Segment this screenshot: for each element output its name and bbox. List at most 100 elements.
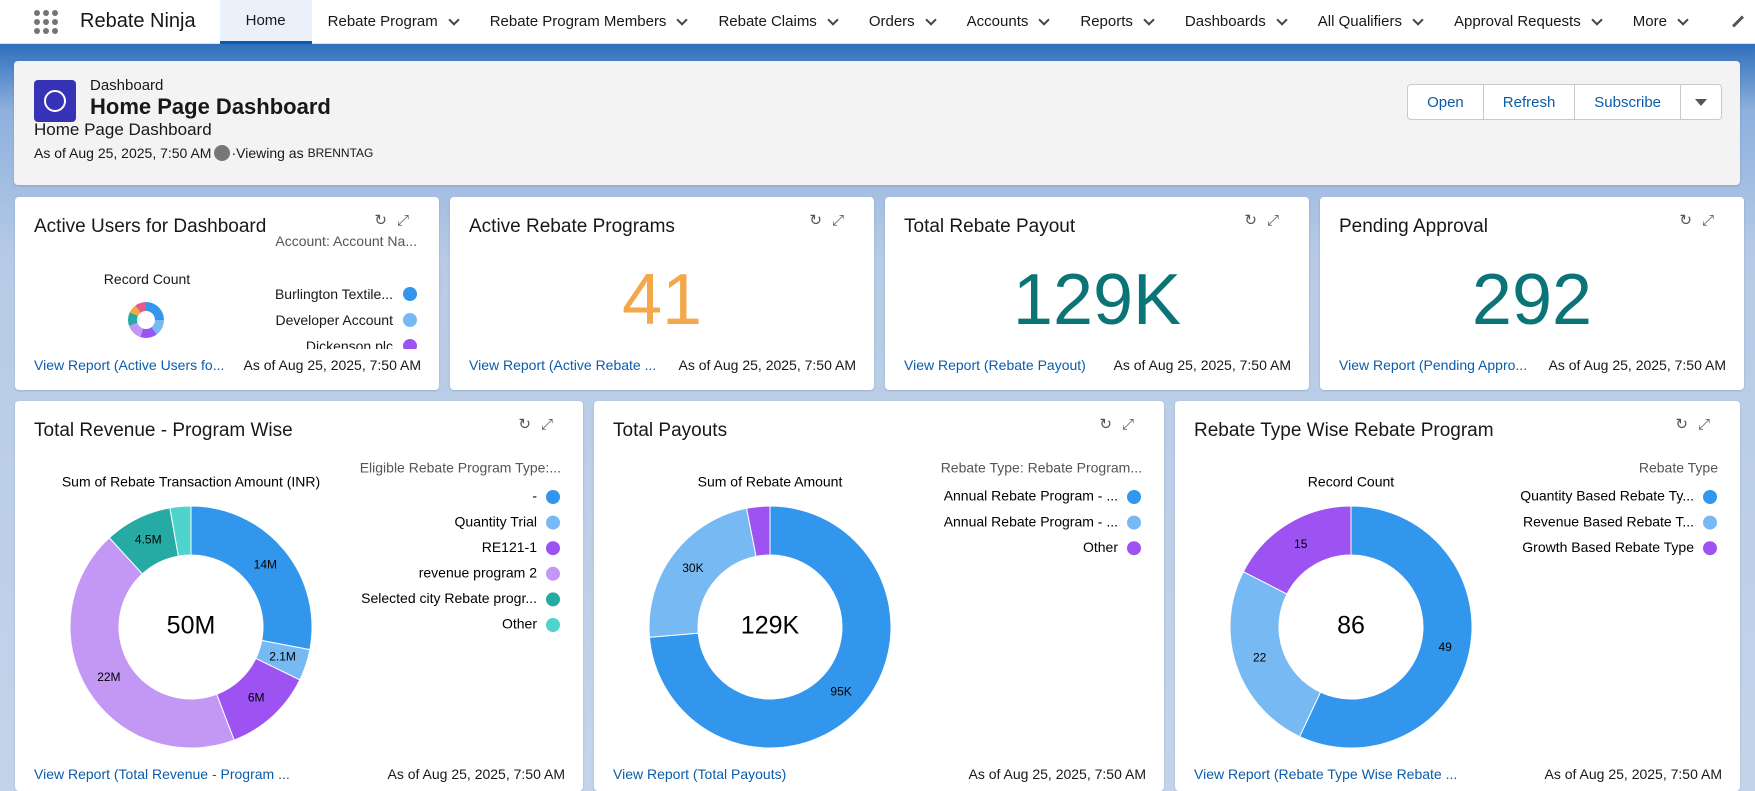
tabs: Home Rebate Program Rebate Program Members… [220, 0, 1703, 44]
as-of: As of Aug 25, 2025, 7:50 AM [388, 766, 565, 782]
segment-label: 14M [254, 558, 277, 572]
legend-item: Dickenson plc [275, 333, 417, 349]
legend-label: Annual Rebate Program - ... [944, 488, 1118, 504]
segment-label: 2.1M [269, 650, 296, 664]
legend-label: Dickenson plc [306, 338, 393, 349]
view-report-link[interactable]: View Report (Total Revenue - Program ... [34, 766, 290, 782]
card-actions[interactable]: ↻⤢ [374, 211, 419, 229]
legend-item: Developer Account [275, 307, 417, 333]
chart-title: Sum of Rebate Transaction Amount (INR) [62, 474, 320, 490]
as-of: As of Aug 25, 2025, 7:50 AM [1545, 766, 1722, 782]
donut-card: Total Payouts↻⤢View Report (Total Payout… [594, 401, 1164, 791]
header-subtitle: Home Page Dashboard [34, 120, 212, 140]
view-report-link[interactable]: View Report (Total Payouts) [613, 766, 786, 782]
legend-label: Other [502, 616, 537, 632]
header-button[interactable]: Refresh [1484, 85, 1576, 119]
card-actions[interactable]: ↻⤢ [1244, 211, 1289, 229]
legend-label: RE121-1 [482, 539, 537, 555]
nav-tab[interactable]: Rebate Program Members [474, 0, 703, 44]
nav-tab[interactable]: Rebate Claims [702, 0, 852, 44]
view-report-link[interactable]: View Report (Rebate Payout) [904, 357, 1086, 373]
legend-label: Developer Account [275, 312, 393, 328]
tab-label: Reports [1080, 13, 1133, 30]
view-report-link[interactable]: View Report (Rebate Type Wise Rebate ... [1194, 766, 1457, 782]
legend-label: - [532, 488, 537, 504]
donut-chart: Sum of Rebate AmountRebate Type: Rebate … [594, 401, 1164, 751]
legend-label: Annual Rebate Program - ... [944, 513, 1118, 529]
app-launcher[interactable] [34, 10, 58, 34]
center-label: 129K [741, 612, 800, 640]
dashboard-header: Dashboard Home Page Dashboard Home Page … [14, 61, 1740, 185]
tab-chevron [1412, 14, 1423, 25]
edit-nav[interactable] [1732, 15, 1744, 27]
tab-chevron [1143, 14, 1154, 25]
tab-label: Rebate Program Members [490, 13, 667, 30]
tab-chevron [1276, 14, 1287, 25]
nav-tab[interactable]: Accounts [951, 0, 1065, 44]
legend-swatch [403, 287, 417, 301]
legend-label: Burlington Textile... [275, 286, 393, 302]
nav-tab[interactable]: All Qualifiers [1302, 0, 1438, 44]
legend-title: Account: Account Na... [275, 233, 417, 249]
metric-value: 292 [1320, 259, 1744, 341]
tab-label: Approval Requests [1454, 13, 1581, 30]
header-label: Dashboard [90, 77, 163, 94]
donut-card: Rebate Type Wise Rebate Program↻⤢View Re… [1175, 401, 1740, 791]
legend-swatch [546, 567, 560, 581]
nav-tab[interactable]: Rebate Program [312, 0, 474, 44]
tab-chevron [925, 14, 936, 25]
legend-title: Rebate Type: Rebate Program... [941, 460, 1142, 476]
header-button[interactable]: Subscribe [1575, 85, 1681, 119]
metric-value: 41 [450, 259, 874, 341]
segment-label: 30K [682, 561, 703, 575]
card-title: Total Rebate Payout [904, 216, 1075, 238]
tab-chevron [677, 14, 688, 25]
tab-label: Rebate Claims [718, 13, 816, 30]
donut-segment [1230, 572, 1320, 737]
legend-title: Eligible Rebate Program Type:... [360, 460, 561, 476]
legend-swatch [403, 339, 417, 349]
legend-title: Rebate Type [1639, 460, 1718, 476]
viewing-as: ·Viewing as [231, 145, 303, 161]
metric-value: 129K [885, 259, 1309, 341]
nav-tab[interactable]: Home [220, 0, 312, 44]
metric-card: Pending Approval ↻⤢ View Report (Pending A… [1320, 197, 1744, 390]
card-actions[interactable]: ↻⤢ [809, 211, 854, 229]
legend-swatch [546, 592, 560, 606]
info-icon[interactable] [214, 145, 230, 161]
tab-label: More [1633, 13, 1667, 30]
header-button[interactable]: Open [1408, 85, 1484, 119]
segment-label: 22 [1253, 650, 1267, 664]
tab-label: Dashboards [1185, 13, 1266, 30]
tab-chevron [1039, 14, 1050, 25]
header-menu[interactable] [1681, 85, 1721, 119]
nav-tab[interactable]: Reports [1064, 0, 1169, 44]
tab-label: Home [246, 12, 286, 29]
card-title: Pending Approval [1339, 216, 1488, 238]
card-actions[interactable]: ↻⤢ [1679, 211, 1724, 229]
tab-label: Orders [869, 13, 915, 30]
nav-tab[interactable]: Approval Requests [1438, 0, 1617, 44]
center-label: 50M [167, 612, 216, 640]
donut-card: Total Revenue - Program Wise↻⤢View Repor… [15, 401, 583, 791]
legend-label: Selected city Rebate progr... [361, 590, 537, 606]
view-report-link[interactable]: View Report (Active Rebate ... [469, 357, 656, 373]
nav-tab[interactable]: Dashboards [1169, 0, 1302, 44]
as-of: As of Aug 25, 2025, 7:50 AM [1114, 357, 1291, 373]
nav-tab[interactable]: More [1617, 0, 1703, 44]
view-report-link[interactable]: View Report (Active Users fo... [34, 357, 224, 373]
tab-chevron [1591, 14, 1602, 25]
user: BRENNTAG [308, 146, 374, 160]
nav-tab[interactable]: Orders [853, 0, 951, 44]
segment-label: 95K [830, 684, 851, 698]
legend-swatch [1703, 490, 1717, 504]
nav-bar: Rebate Ninja HomeRebate ProgramRebate Pr… [0, 0, 1755, 44]
view-report-link[interactable]: View Report (Pending Appro... [1339, 357, 1527, 373]
legend-label: Quantity Trial [455, 513, 537, 529]
legend-swatch [1127, 541, 1141, 555]
tab-chevron [448, 14, 459, 25]
tab-label: Rebate Program [328, 13, 438, 30]
card-title: Active Users for Dashboard [34, 216, 266, 238]
tab-chevron [827, 14, 838, 25]
